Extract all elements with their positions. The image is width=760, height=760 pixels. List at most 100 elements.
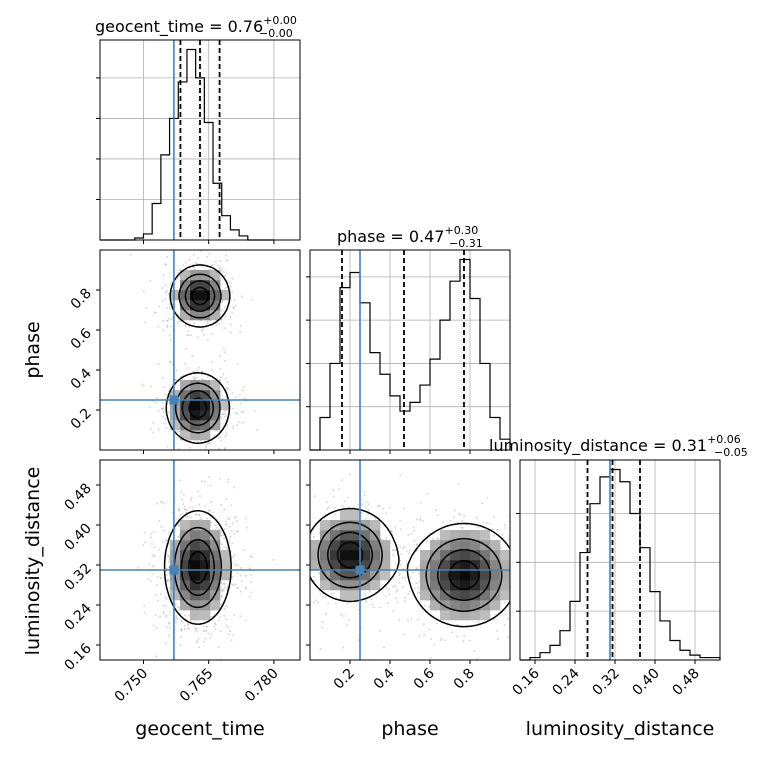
density-cell bbox=[210, 530, 221, 541]
sample-point bbox=[225, 396, 228, 399]
sample-point bbox=[195, 640, 198, 643]
sample-point bbox=[238, 393, 241, 396]
sample-point bbox=[284, 560, 286, 562]
sample-point bbox=[399, 552, 402, 555]
sample-point bbox=[176, 271, 179, 274]
sample-point bbox=[189, 334, 192, 337]
sample-point bbox=[206, 320, 209, 323]
sample-point bbox=[163, 422, 166, 425]
sample-point bbox=[188, 614, 190, 617]
sample-point bbox=[224, 306, 227, 308]
sample-point bbox=[402, 586, 404, 589]
density-cell bbox=[470, 590, 481, 601]
xtick-label-phase: 0.2 bbox=[331, 666, 358, 693]
sample-point bbox=[151, 565, 154, 567]
density-frame bbox=[99, 249, 301, 451]
density-cell bbox=[170, 390, 181, 401]
sample-point bbox=[184, 628, 186, 630]
sample-point bbox=[428, 605, 430, 608]
density-content bbox=[100, 460, 300, 660]
sample-point bbox=[453, 509, 456, 512]
sample-point bbox=[524, 510, 526, 512]
truth-marker bbox=[355, 565, 365, 575]
sample-point bbox=[324, 595, 327, 598]
density-cell bbox=[420, 550, 431, 561]
density-cell bbox=[200, 290, 211, 301]
density-cell bbox=[490, 560, 501, 571]
sample-point bbox=[457, 513, 460, 515]
sample-point bbox=[314, 599, 317, 602]
sample-point bbox=[197, 638, 200, 641]
sample-point bbox=[250, 573, 252, 576]
sample-point bbox=[164, 596, 167, 599]
sample-point bbox=[416, 549, 418, 552]
sample-point bbox=[178, 430, 180, 433]
sample-point bbox=[383, 646, 385, 649]
sample-point bbox=[157, 409, 160, 412]
density-cell bbox=[450, 570, 461, 581]
sample-point bbox=[223, 347, 225, 350]
sample-point bbox=[407, 593, 410, 596]
sample-point bbox=[225, 498, 228, 501]
sample-point bbox=[221, 589, 224, 592]
sample-point bbox=[150, 579, 152, 582]
ytick-label-phase: 0.6 bbox=[68, 325, 95, 352]
sample-point bbox=[394, 597, 397, 600]
sample-point bbox=[178, 268, 181, 271]
density-cell bbox=[340, 570, 351, 581]
sample-point bbox=[512, 589, 514, 591]
sample-point bbox=[175, 621, 177, 624]
xtick-label-luminosity_distance: 0.32 bbox=[589, 666, 622, 699]
sample-point bbox=[306, 534, 308, 536]
sample-point bbox=[385, 512, 388, 515]
title-luminosity-distance: luminosity_distance = 0.31+0.06 −0.05 bbox=[489, 433, 748, 459]
sample-point bbox=[184, 506, 186, 508]
sample-point bbox=[169, 303, 171, 306]
sample-point bbox=[170, 280, 173, 283]
density-frame bbox=[99, 459, 301, 661]
sample-point bbox=[166, 567, 168, 570]
sample-point bbox=[220, 594, 223, 597]
sample-point bbox=[232, 407, 234, 410]
density-cell bbox=[360, 540, 371, 551]
sample-point bbox=[439, 639, 442, 642]
sample-point bbox=[440, 637, 443, 640]
sample-point bbox=[191, 506, 194, 509]
sample-point bbox=[223, 415, 226, 418]
density-cell bbox=[310, 550, 321, 561]
sample-point bbox=[166, 445, 169, 448]
sample-point bbox=[232, 634, 235, 637]
sample-point bbox=[174, 378, 177, 381]
sample-point bbox=[293, 487, 295, 489]
sample-point bbox=[413, 529, 415, 532]
sample-point bbox=[459, 513, 462, 516]
sample-point bbox=[221, 450, 223, 452]
sample-point bbox=[165, 597, 168, 600]
density-cell bbox=[190, 410, 201, 421]
density-cell bbox=[450, 530, 461, 541]
sample-point bbox=[170, 325, 173, 328]
sample-point bbox=[416, 592, 419, 595]
density-cell bbox=[210, 400, 221, 411]
sample-point bbox=[528, 571, 530, 573]
density-cell bbox=[500, 580, 510, 591]
sample-point bbox=[158, 519, 161, 522]
density-cell bbox=[460, 600, 471, 611]
sample-point bbox=[167, 554, 170, 557]
sample-point bbox=[400, 559, 402, 562]
sample-point bbox=[153, 565, 155, 568]
sample-point bbox=[236, 572, 239, 575]
sample-point bbox=[242, 421, 245, 424]
sample-point bbox=[220, 269, 223, 272]
density-cell bbox=[340, 590, 351, 601]
title-ld-sub: −0.05 bbox=[714, 446, 748, 459]
sample-point bbox=[192, 376, 195, 379]
density-cell bbox=[480, 590, 491, 601]
density-frame bbox=[309, 459, 511, 661]
sample-point bbox=[241, 389, 244, 392]
sample-point bbox=[239, 574, 242, 577]
sample-point bbox=[391, 531, 393, 533]
sample-point bbox=[253, 410, 256, 412]
xtick-label-geocent_time: 0.765 bbox=[177, 666, 217, 706]
title-geocent-time-sup: +0.00 bbox=[263, 14, 297, 27]
